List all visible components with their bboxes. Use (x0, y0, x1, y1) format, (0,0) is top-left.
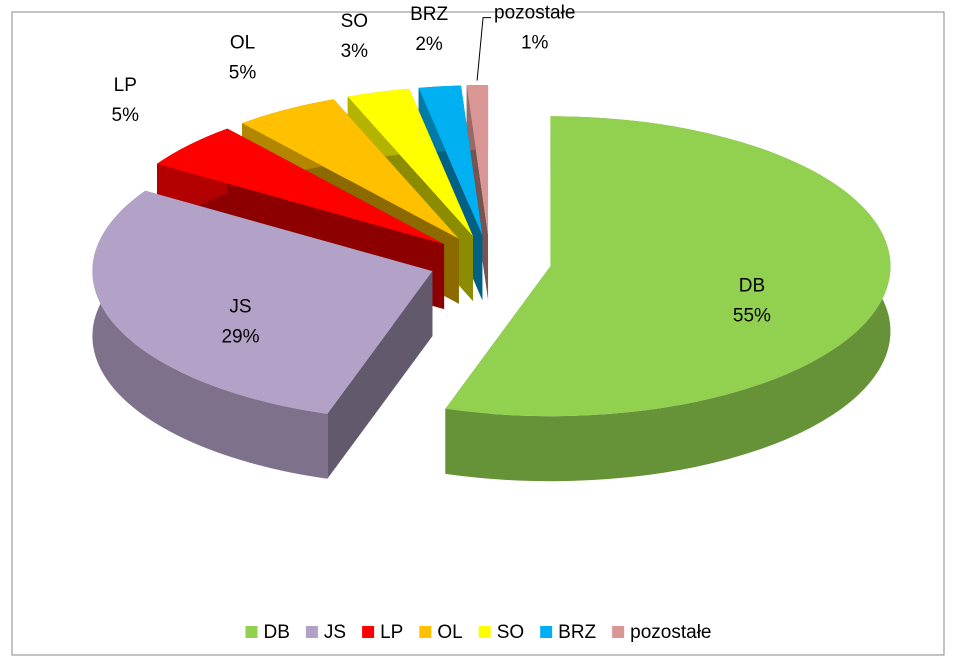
data-label-value: 1% (521, 33, 549, 54)
legend-swatch (612, 626, 625, 638)
data-label-name: SO (341, 11, 368, 32)
data-label-name: LP (114, 75, 137, 96)
slice (445, 116, 891, 482)
legend-label: pozostałe (630, 622, 711, 643)
slice-top (242, 99, 459, 239)
slice-top (347, 88, 473, 237)
legend-swatch (478, 626, 491, 638)
slice-top (466, 85, 489, 236)
slice (466, 85, 489, 301)
data-label-name: BRZ (410, 4, 448, 25)
data-label-value: 5% (112, 105, 140, 126)
slice-top (445, 116, 891, 417)
data-label-name: JS (229, 297, 251, 318)
data-label-value: 3% (341, 41, 369, 62)
legend-label: JS (324, 622, 346, 643)
data-label-value: 55% (733, 305, 771, 326)
slice-top (157, 128, 445, 245)
legend-swatch (305, 626, 318, 638)
slice-top (92, 190, 433, 414)
data-label-name: DB (739, 275, 765, 296)
legend-swatch (362, 626, 375, 638)
legend-label: LP (380, 622, 403, 643)
data-label-value: 2% (415, 34, 443, 55)
leader-line (476, 17, 492, 81)
legend-label: OL (437, 622, 462, 643)
legend-swatch (245, 626, 258, 638)
legend-label: DB (264, 622, 290, 643)
legend-label: BRZ (558, 622, 596, 643)
slice-top (418, 85, 483, 236)
slice-wall (92, 190, 328, 479)
data-label-name: pozostałe (494, 3, 575, 24)
slice (92, 190, 433, 479)
data-label-value: 29% (221, 327, 259, 348)
legend-swatch (540, 626, 553, 638)
legend-label: SO (497, 622, 524, 643)
legend-swatch (419, 626, 432, 638)
data-label-value: 5% (229, 62, 257, 83)
data-label-name: OL (230, 32, 255, 53)
